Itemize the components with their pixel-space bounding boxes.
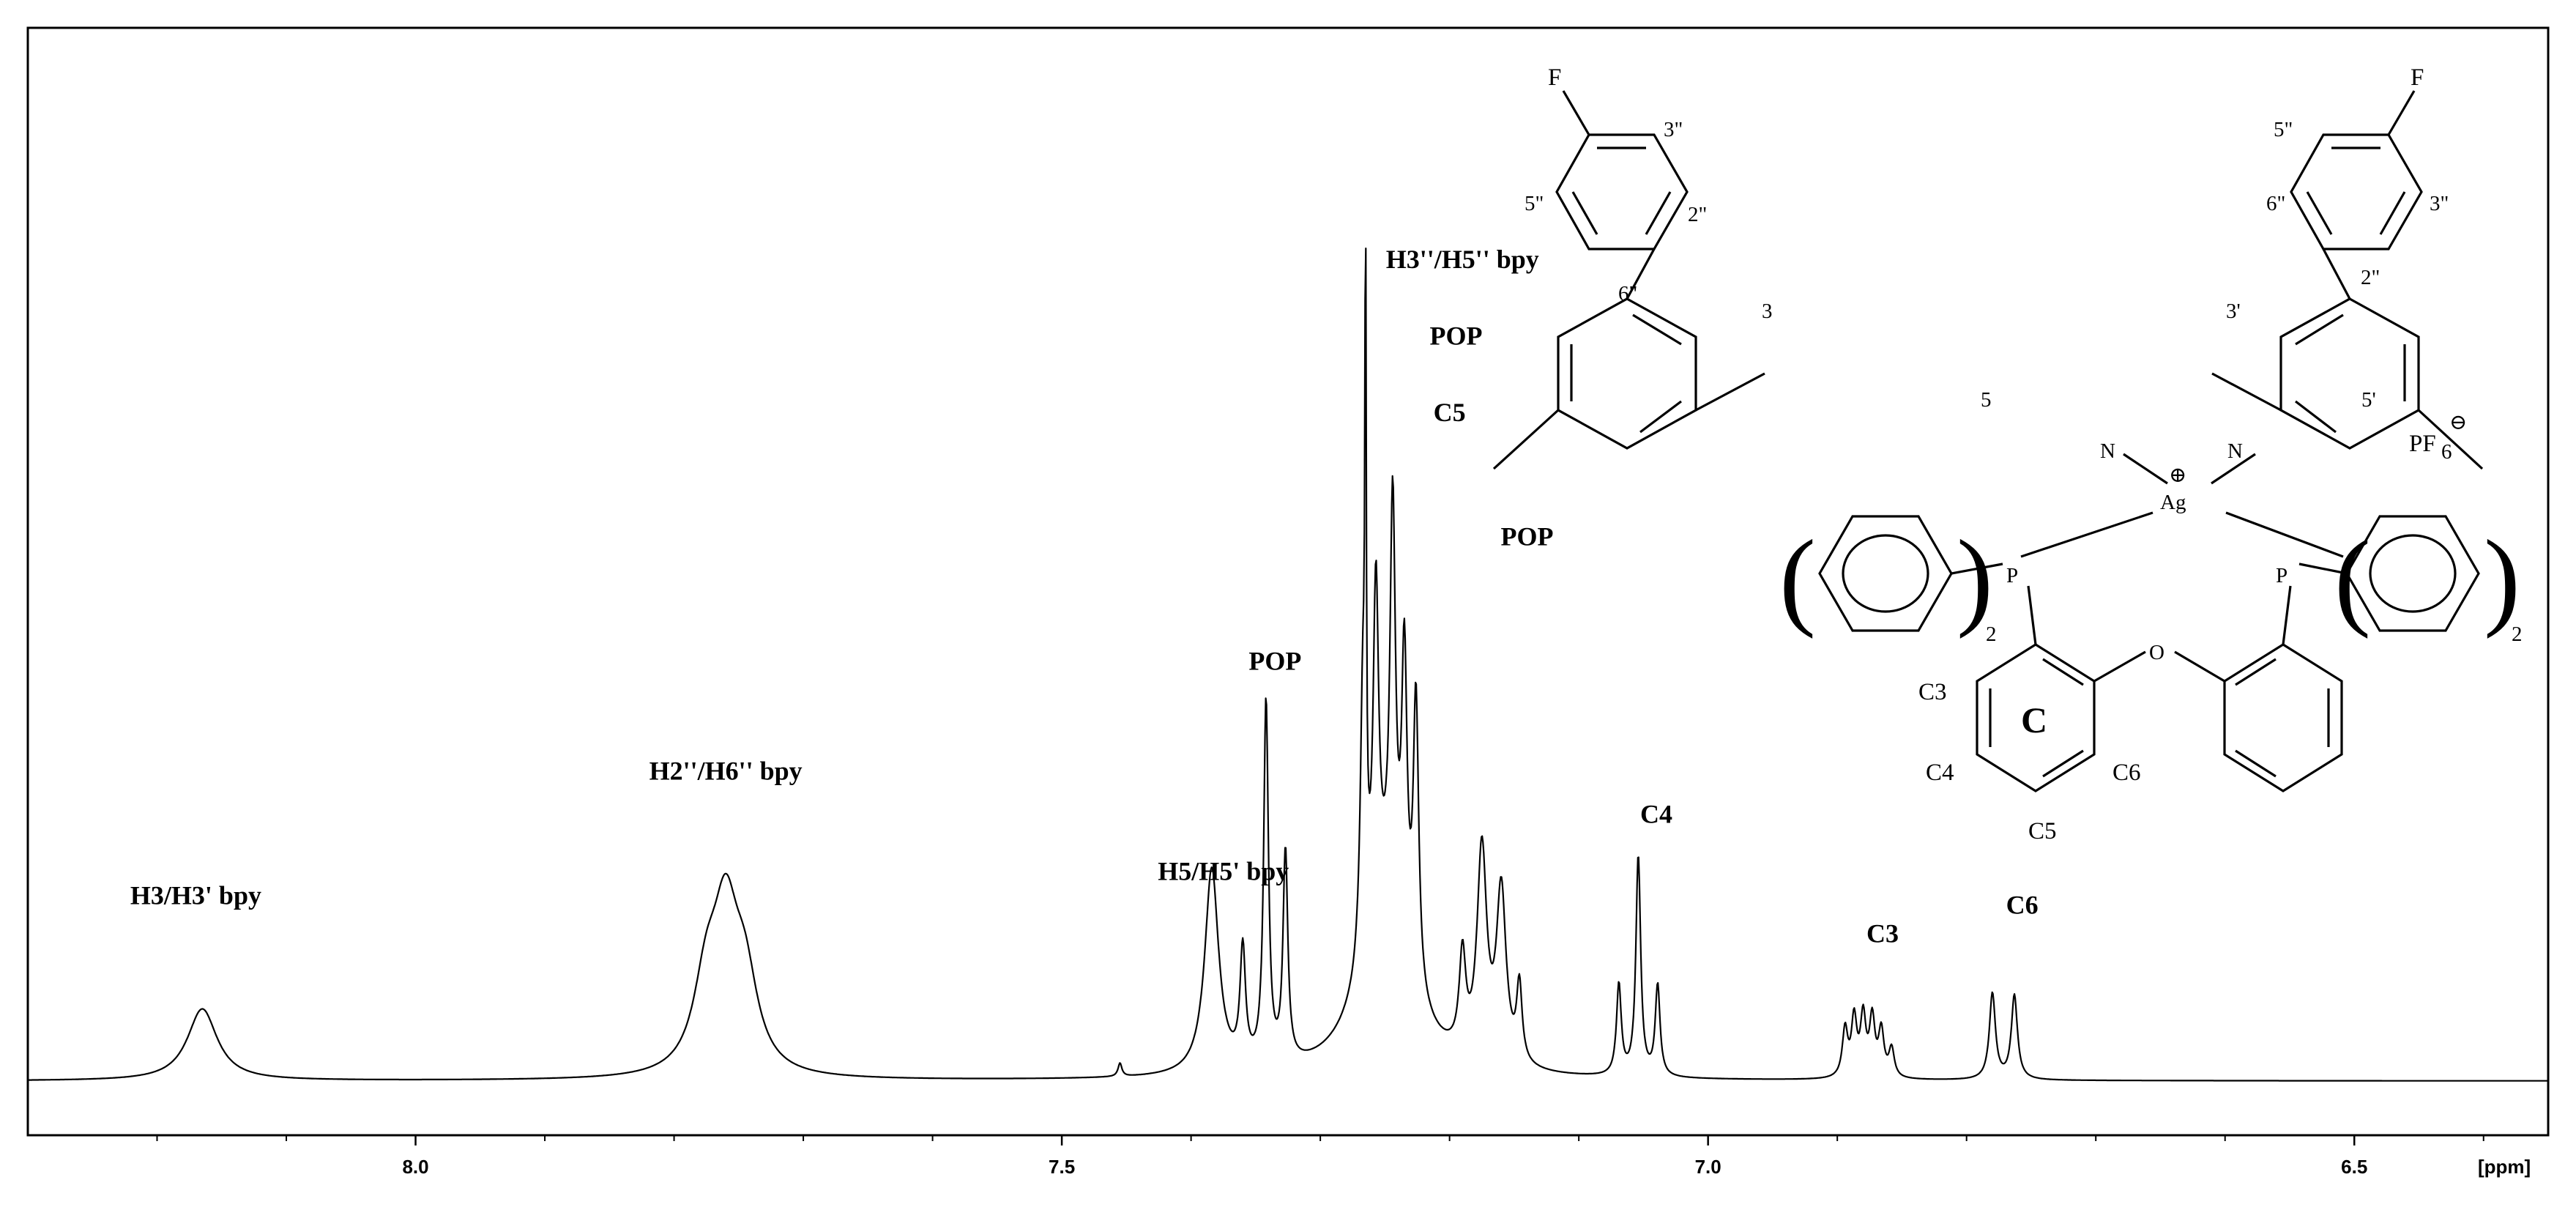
paren-right-open: (	[2334, 518, 2371, 639]
peak-annotation-3: POP	[1248, 646, 1301, 675]
bond	[2295, 400, 2337, 434]
bond	[2020, 511, 2154, 558]
paren-left-open: (	[1779, 518, 1816, 639]
peak-annotation-10: C6	[2006, 890, 2039, 919]
bond	[2322, 248, 2351, 300]
x-axis-unit-label: [ppm]	[2478, 1156, 2531, 1178]
bond	[2042, 658, 2084, 686]
bond	[2379, 191, 2406, 235]
position-5prime: 5'	[2361, 388, 2376, 412]
peak-annotation-6: C5	[1434, 398, 1466, 427]
peak-annotation-2: H5/H5' bpy	[1158, 857, 1289, 886]
bond	[2369, 534, 2457, 613]
atom-n-right: N	[2227, 439, 2243, 463]
ring-c-label: C	[2021, 699, 2047, 740]
bond	[2123, 453, 2168, 485]
ag-charge: ⊕	[2169, 464, 2186, 487]
atom-p-left: P	[2006, 564, 2018, 587]
bond	[2298, 562, 2348, 575]
peak-annotation-8: C4	[1640, 799, 1672, 828]
bond	[1645, 191, 1672, 235]
x-tick-label-2: 7.0	[1695, 1156, 1721, 1178]
peak-annotation-7: POP	[1501, 522, 1554, 552]
x-tick-label-0: 8.0	[402, 1156, 428, 1178]
ring-c4-label: C4	[1926, 760, 1954, 786]
atom-ag: Ag	[2160, 491, 2186, 514]
x-axis-ticks: 8.0 7.5 7.0 6.5	[156, 1135, 2484, 1178]
position-6pp-right: 6"	[2266, 192, 2285, 215]
atom-p-right: P	[2276, 564, 2287, 587]
subscript-2-right: 2	[2512, 623, 2523, 646]
bond	[2027, 585, 2037, 645]
bond	[2282, 585, 2292, 645]
peak-annotation-0: H3/H3' bpy	[130, 880, 261, 910]
position-2pp-left: 2"	[1688, 203, 1707, 226]
peak-annotation-1: H2''/H6'' bpy	[649, 757, 803, 786]
bond	[2225, 511, 2344, 558]
bond	[2093, 650, 2146, 683]
bond	[1562, 90, 1590, 135]
position-3: 3	[1762, 300, 1773, 323]
bond	[2235, 749, 2277, 778]
position-2pp-right: 2"	[2361, 266, 2380, 289]
peak-annotation-9: C3	[1866, 919, 1899, 948]
counterion-pf6: PF	[2409, 431, 2436, 457]
bond	[1632, 313, 1682, 346]
position-5: 5	[1981, 388, 1992, 412]
pop-ring-right	[2223, 643, 2343, 792]
bond	[2174, 650, 2225, 683]
left-pyridine-ring	[1557, 297, 1697, 450]
bond	[1695, 372, 1765, 412]
left-phenyl-ring	[1818, 515, 1953, 632]
bond	[2235, 658, 2277, 686]
atom-n-left: N	[2100, 439, 2115, 463]
peak-annotation-4: H3''/H5'' bpy	[1386, 245, 1539, 274]
paren-left-close: )	[1957, 518, 1993, 639]
bond	[2295, 313, 2344, 346]
right-fluorophenyl-ring	[2290, 133, 2423, 250]
spectrum-trace	[27, 248, 2549, 1082]
bond	[2042, 749, 2084, 778]
position-3pp-right: 3"	[2430, 192, 2449, 215]
position-5pp-left: 5"	[1525, 192, 1544, 215]
bond	[1626, 248, 1656, 300]
peak-annotation-5: POP	[1429, 321, 1482, 350]
bond	[2211, 372, 2282, 412]
structure-labels: F F 3" 5" 2" 6" 5" 6" 3" 2" 3 3' 5 5' N …	[1525, 64, 2523, 844]
counterion-subscript: 6	[2441, 440, 2452, 464]
position-5pp-right: 5"	[2274, 118, 2293, 141]
subscript-2-left: 2	[1986, 623, 1997, 646]
x-tick-label-1: 7.5	[1049, 1156, 1075, 1178]
ring-c5-label: C5	[2028, 818, 2057, 844]
right-pyridine-ring	[2279, 297, 2420, 450]
paren-right-close: )	[2484, 518, 2520, 639]
left-fluorophenyl-ring	[1555, 133, 1689, 250]
counterion-charge: ⊖	[2449, 411, 2467, 434]
atom-f-right: F	[2411, 64, 2424, 91]
atom-f-left: F	[1548, 64, 1561, 91]
bond	[1639, 400, 1682, 434]
bond	[2387, 90, 2416, 135]
bond	[2417, 409, 2484, 470]
bond	[1492, 409, 1560, 470]
position-3pp-left: 3"	[1664, 118, 1683, 141]
position-3prime: 3'	[2226, 300, 2241, 323]
plot-frame	[26, 26, 2550, 1137]
bond	[1571, 191, 1598, 235]
bond	[2211, 453, 2256, 485]
atom-o: O	[2149, 641, 2164, 664]
bond	[1951, 562, 2003, 575]
bond	[1842, 534, 1929, 613]
ring-c6-label: C6	[2112, 760, 2141, 786]
bond	[2306, 191, 2333, 235]
peak-annotations: H3/H3' bpy H2''/H6'' bpy H5/H5' bpy POP H3''…	[130, 245, 2039, 948]
molecule-structure	[1492, 90, 2484, 792]
position-6pp-left: 6"	[1618, 282, 1637, 305]
x-tick-label-3: 6.5	[2341, 1156, 2367, 1178]
ring-c3-label: C3	[1918, 679, 1947, 705]
